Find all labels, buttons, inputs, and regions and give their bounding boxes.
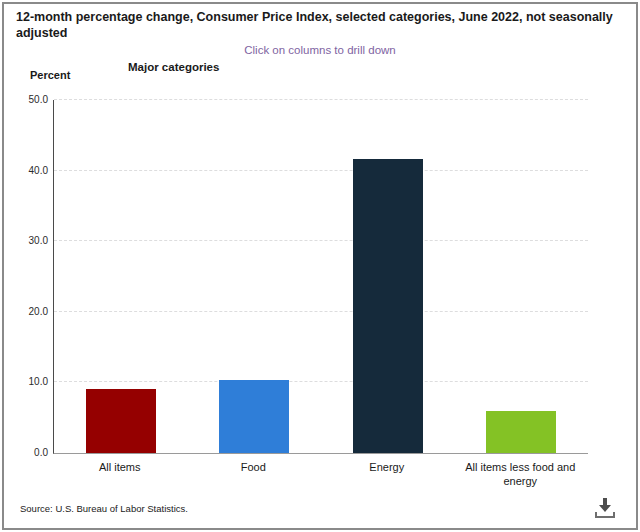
x-category-label-all-items: All items [53, 460, 187, 488]
download-icon [593, 497, 617, 523]
bar-slot-energy [321, 100, 455, 453]
bar-food[interactable] [219, 380, 289, 453]
bar-all-items[interactable] [86, 389, 156, 453]
plot-area [53, 100, 588, 454]
bar-energy[interactable] [353, 159, 423, 453]
y-tick-label-50: 50.0 [0, 94, 48, 106]
x-category-label-energy: Energy [320, 460, 454, 488]
x-category-label-food: Food [187, 460, 321, 488]
x-axis-title: Major categories [128, 61, 219, 73]
bar-slot-all-items-less-food-and-energy [455, 100, 589, 453]
x-category-label-all-items-less-food-and-energy: All items less food and energy [454, 460, 588, 488]
download-button[interactable] [591, 497, 619, 523]
y-axis-labels: 0.010.020.030.040.050.0 [0, 100, 48, 453]
y-tick-label-10: 10.0 [0, 376, 48, 388]
y-axis-unit-label: Percent [30, 69, 70, 81]
drilldown-hint: Click on columns to drill down [0, 44, 640, 56]
bars [54, 100, 588, 453]
bar-slot-food [188, 100, 322, 453]
chart-title: 12-month percentage change, Consumer Pri… [16, 9, 628, 41]
y-tick-label-20: 20.0 [0, 306, 48, 318]
x-axis-labels: All itemsFoodEnergyAll items less food a… [53, 460, 587, 488]
bls-cpi-chart-page: 12-month percentage change, Consumer Pri… [0, 0, 640, 532]
bar-all-items-less-food-and-energy[interactable] [486, 411, 556, 453]
y-tick-label-30: 30.0 [0, 235, 48, 247]
bar-slot-all-items [54, 100, 188, 453]
y-tick-label-0: 0.0 [0, 447, 48, 459]
source-attribution: Source: U.S. Bureau of Labor Statistics. [20, 503, 188, 514]
y-tick-label-40: 40.0 [0, 165, 48, 177]
